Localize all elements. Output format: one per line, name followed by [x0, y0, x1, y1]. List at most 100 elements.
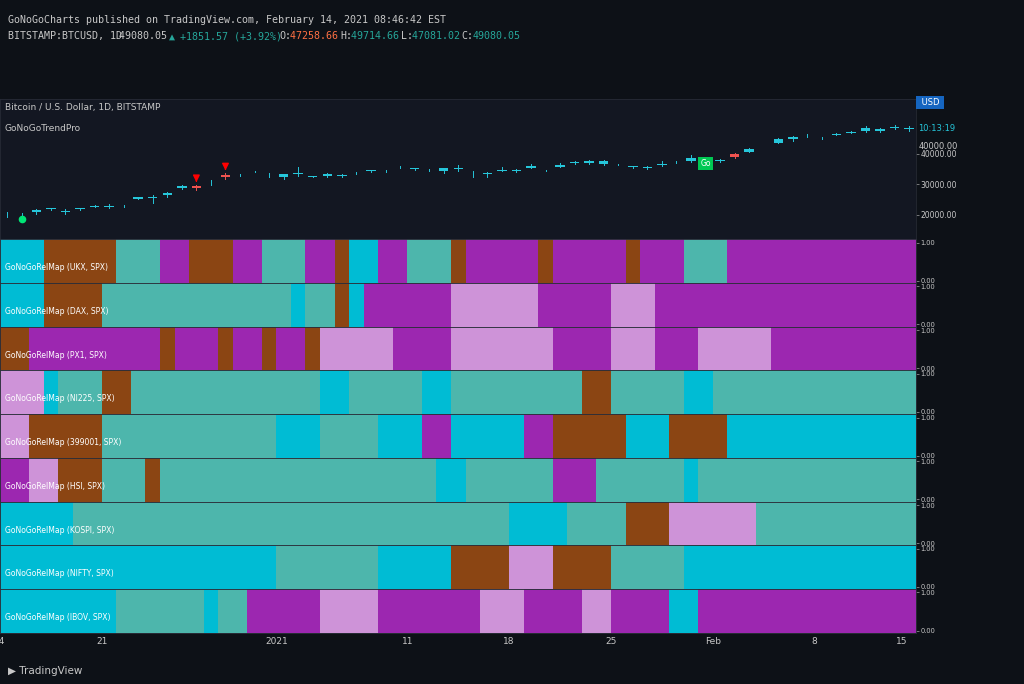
Bar — [526, 166, 536, 168]
Bar — [654, 326, 698, 370]
Text: 21: 21 — [96, 637, 108, 646]
Point — [13, 213, 30, 224]
Bar — [305, 283, 335, 326]
Bar — [669, 589, 698, 633]
Bar — [335, 283, 349, 326]
Bar — [378, 589, 480, 633]
Bar — [654, 283, 916, 326]
Text: GoNoGoRelMap (UKX, SPX): GoNoGoRelMap (UKX, SPX) — [4, 263, 108, 272]
Bar — [262, 326, 276, 370]
Bar — [44, 370, 58, 414]
Text: GoNoGoRelMap (NI225, SPX): GoNoGoRelMap (NI225, SPX) — [4, 395, 115, 404]
Bar — [509, 501, 567, 545]
Bar — [367, 170, 376, 171]
Bar — [422, 414, 451, 458]
Bar — [523, 589, 582, 633]
Bar — [582, 589, 611, 633]
Bar — [626, 414, 669, 458]
Bar — [101, 283, 291, 326]
Bar — [482, 172, 493, 174]
Bar — [104, 206, 114, 207]
Bar — [611, 283, 654, 326]
Bar — [727, 239, 916, 283]
Bar — [221, 175, 230, 177]
Bar — [276, 326, 305, 370]
Bar — [466, 239, 539, 283]
Bar — [349, 370, 422, 414]
Text: BITSTAMP:BTCUSD, 1D: BITSTAMP:BTCUSD, 1D — [8, 31, 128, 42]
Bar — [0, 370, 44, 414]
Bar — [451, 283, 539, 326]
Bar — [669, 414, 727, 458]
Text: GoNoGoCharts published on TradingView.com, February 14, 2021 08:46:42 EST: GoNoGoCharts published on TradingView.co… — [8, 15, 446, 25]
Bar — [611, 545, 684, 589]
Bar — [669, 501, 757, 545]
Bar — [509, 545, 553, 589]
Text: 18: 18 — [504, 637, 515, 646]
Bar — [713, 370, 916, 414]
Bar — [643, 167, 652, 168]
Bar — [698, 589, 916, 633]
Bar — [626, 501, 669, 545]
Bar — [570, 162, 580, 163]
Bar — [451, 239, 466, 283]
Bar — [58, 458, 101, 501]
Bar — [698, 326, 771, 370]
Bar — [480, 589, 523, 633]
Bar — [757, 501, 916, 545]
Text: GoNoGoRelMap (HSI, SPX): GoNoGoRelMap (HSI, SPX) — [4, 482, 104, 491]
Bar — [410, 168, 419, 170]
Bar — [351, 172, 361, 173]
Bar — [684, 458, 698, 501]
Bar — [640, 239, 684, 283]
Bar — [174, 326, 218, 370]
Text: Feb: Feb — [705, 637, 721, 646]
Bar — [454, 168, 463, 169]
Bar — [364, 283, 451, 326]
Bar — [553, 545, 611, 589]
Bar — [596, 458, 684, 501]
Text: GoNoGoTrendPro: GoNoGoTrendPro — [4, 124, 81, 133]
Bar — [248, 589, 321, 633]
Bar — [90, 206, 99, 207]
Bar — [436, 458, 466, 501]
Bar — [716, 159, 725, 161]
Bar — [321, 414, 378, 458]
Text: 47258.66: 47258.66 — [290, 31, 344, 42]
Bar — [218, 326, 232, 370]
Text: Bitcoin / U.S. Dollar, 1D, BITSTAMP: Bitcoin / U.S. Dollar, 1D, BITSTAMP — [4, 103, 160, 112]
Bar — [567, 501, 626, 545]
Bar — [727, 414, 916, 458]
Bar — [611, 326, 654, 370]
Bar — [773, 139, 783, 142]
Text: +1851.57 (+3.92%): +1851.57 (+3.92%) — [179, 31, 288, 42]
Bar — [553, 326, 611, 370]
Bar — [408, 239, 451, 283]
Bar — [744, 149, 754, 152]
Text: 49714.66: 49714.66 — [351, 31, 406, 42]
Bar — [145, 458, 160, 501]
Bar — [160, 239, 189, 283]
Bar — [393, 326, 451, 370]
Bar — [599, 161, 608, 163]
Bar — [378, 545, 451, 589]
Bar — [204, 589, 218, 633]
Bar — [439, 168, 449, 171]
Bar — [276, 545, 378, 589]
Text: ▶ TradingView: ▶ TradingView — [8, 666, 83, 676]
Bar — [628, 166, 638, 167]
Text: 15: 15 — [896, 637, 907, 646]
Bar — [308, 176, 317, 177]
Bar — [323, 174, 332, 176]
Bar — [523, 414, 553, 458]
Bar — [904, 127, 914, 129]
Bar — [378, 414, 422, 458]
Bar — [451, 545, 509, 589]
Bar — [539, 283, 611, 326]
Bar — [101, 458, 145, 501]
Bar — [698, 458, 916, 501]
Bar — [788, 137, 798, 140]
Text: USD: USD — [919, 98, 942, 107]
Bar — [133, 196, 143, 199]
Bar — [117, 589, 204, 633]
